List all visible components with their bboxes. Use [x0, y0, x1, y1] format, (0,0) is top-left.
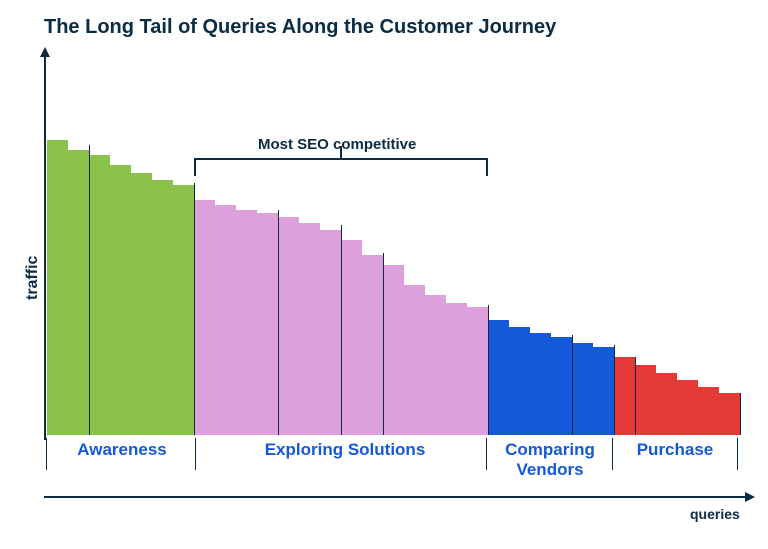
- stage-divider: [486, 438, 487, 470]
- bracket-icon: [0, 0, 768, 549]
- stage-label: Exploring Solutions: [210, 440, 480, 460]
- stage-divider: [612, 438, 613, 470]
- stage-label: Purchase: [620, 440, 730, 460]
- bracket-label: Most SEO competitive: [258, 136, 416, 153]
- stage-divider: [737, 438, 738, 470]
- stage-label: Comparing Vendors: [490, 440, 610, 480]
- stage-divider: [195, 438, 196, 470]
- chart-root: The Long Tail of Queries Along the Custo…: [0, 0, 768, 549]
- stage-divider: [46, 438, 47, 470]
- stage-label: Awareness: [52, 440, 192, 460]
